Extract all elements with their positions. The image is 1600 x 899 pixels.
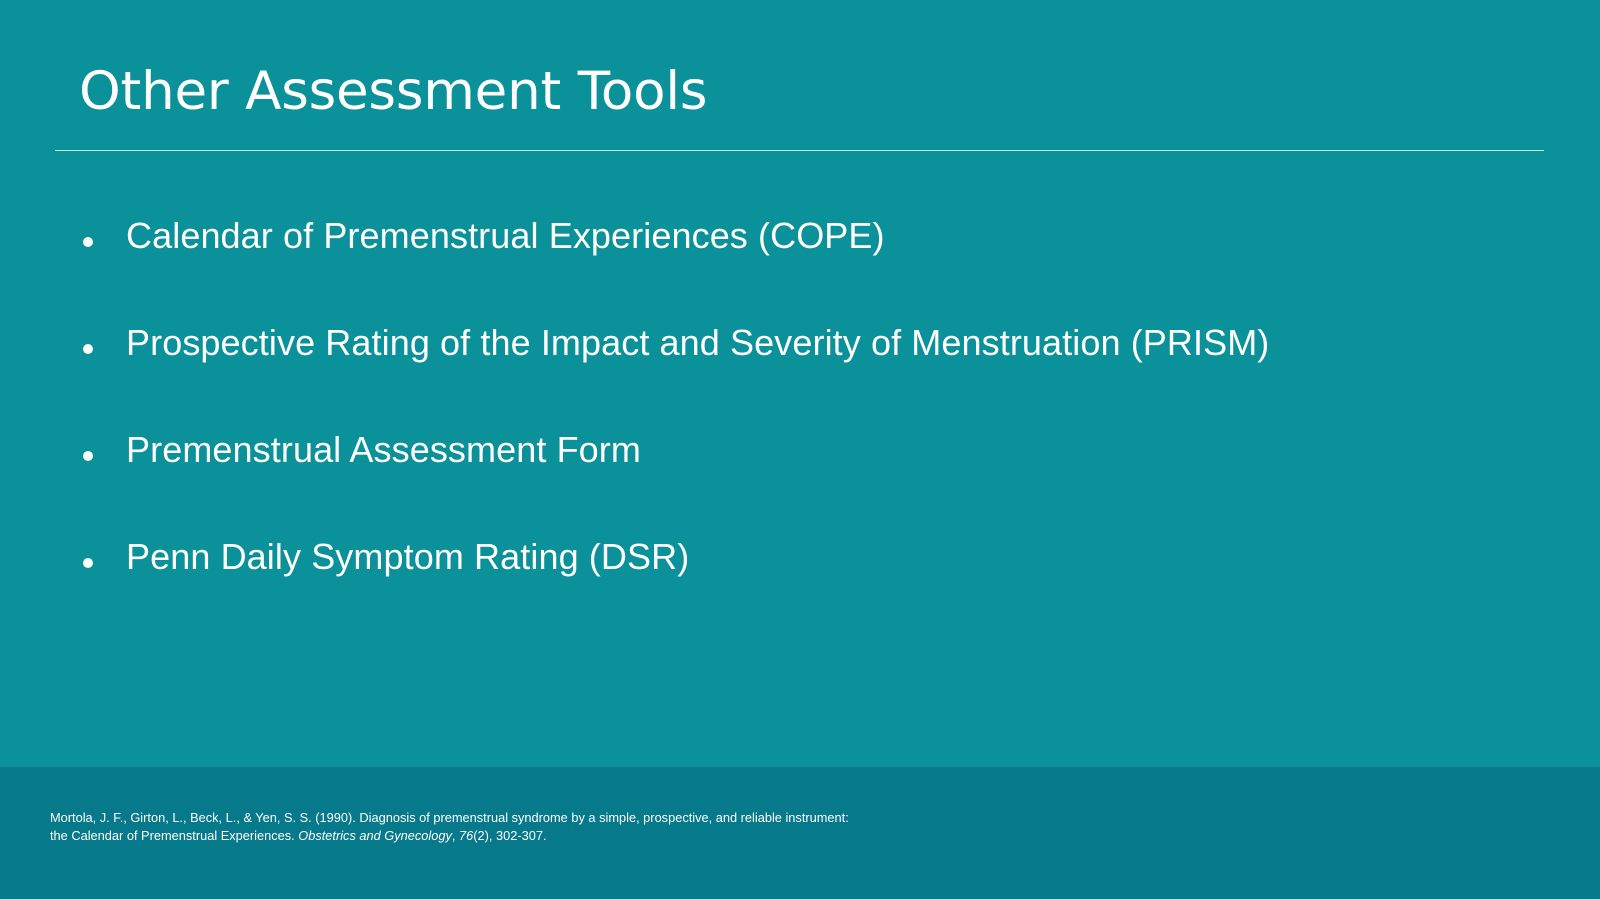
page-title: Other Assessment Tools	[79, 61, 708, 122]
bullet-dot-icon	[83, 558, 93, 568]
list-item-label: Prospective Rating of the Impact and Sev…	[126, 322, 1270, 363]
bullet-dot-icon	[83, 237, 93, 247]
list-item-label: Penn Daily Symptom Rating (DSR)	[126, 536, 690, 577]
citation-text-part1: Mortola, J. F., Girton, L., Beck, L., & …	[50, 810, 849, 843]
list-item: Prospective Rating of the Impact and Sev…	[0, 320, 1600, 427]
list-item-label: Premenstrual Assessment Form	[126, 429, 641, 470]
bullet-dot-icon	[83, 451, 93, 461]
list-item: Penn Daily Symptom Rating (DSR)	[0, 534, 1600, 641]
title-area: Other Assessment Tools	[0, 0, 1600, 160]
footer-band: Mortola, J. F., Girton, L., Beck, L., & …	[0, 767, 1600, 899]
citation-separator: ,	[451, 828, 460, 843]
bullet-dot-icon	[83, 344, 93, 354]
title-divider	[55, 150, 1544, 151]
citation-journal-title: Obstetrics and Gynecology	[298, 828, 452, 843]
list-item-label: Calendar of Premenstrual Experiences (CO…	[126, 215, 885, 256]
list-item: Calendar of Premenstrual Experiences (CO…	[0, 213, 1600, 320]
citation-volume: 76	[459, 828, 474, 843]
citation-text-part2: (2), 302-307.	[473, 828, 547, 843]
citation-reference: Mortola, J. F., Girton, L., Beck, L., & …	[50, 809, 870, 845]
list-item: Premenstrual Assessment Form	[0, 427, 1600, 534]
bullet-list: Calendar of Premenstrual Experiences (CO…	[0, 213, 1600, 641]
